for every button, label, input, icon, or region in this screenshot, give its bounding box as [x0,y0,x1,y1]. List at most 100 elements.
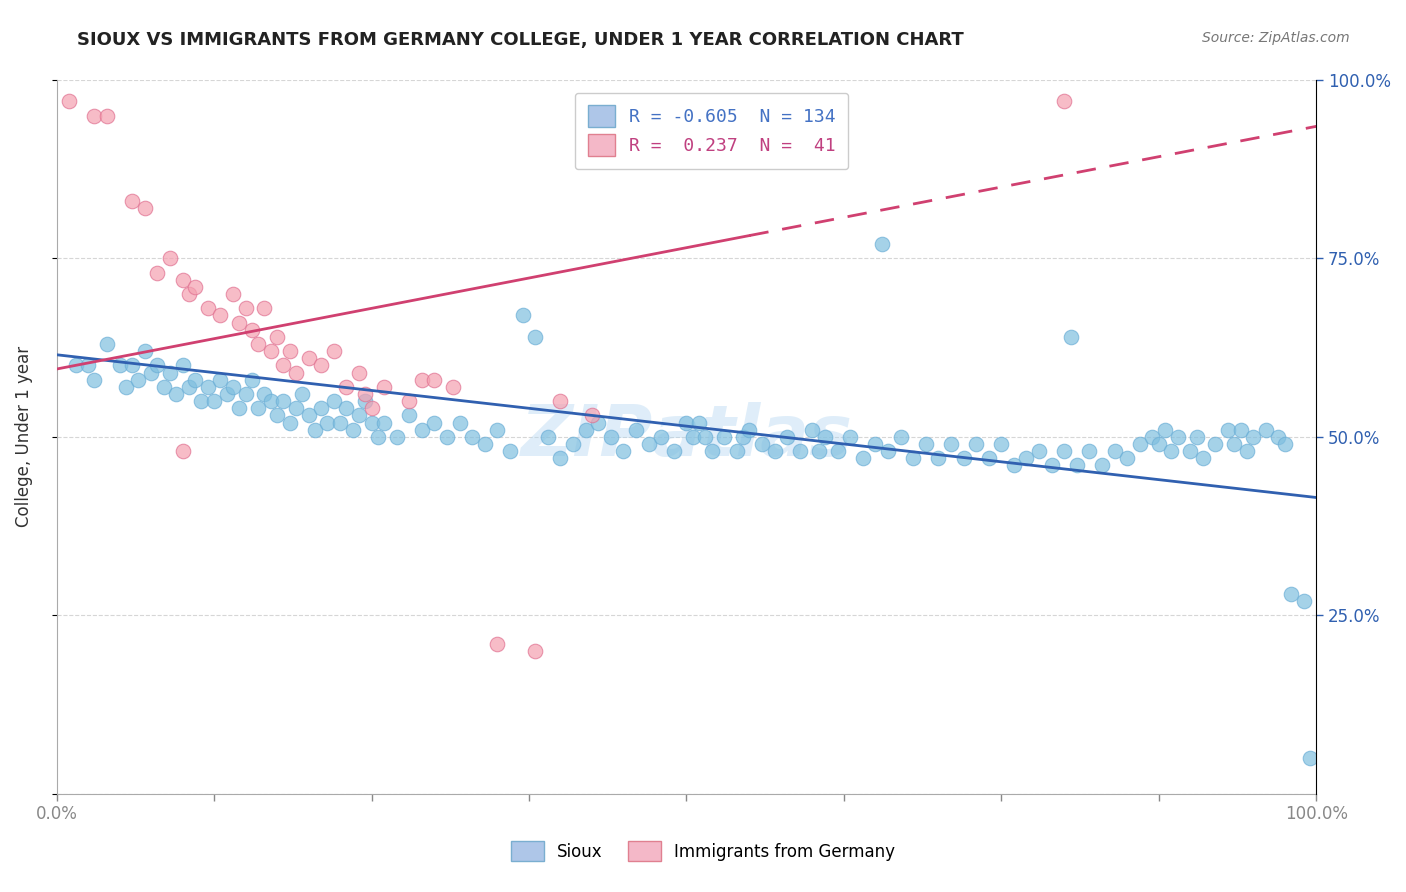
Point [1053,444,1076,458]
Point [1254,423,1277,437]
Point [1229,423,1251,437]
Point [1279,587,1302,601]
Point [486,423,509,437]
Point [865,437,887,451]
Point [284,366,307,380]
Point [335,380,357,394]
Point [177,380,200,394]
Point [1002,458,1025,473]
Point [235,387,257,401]
Point [228,401,250,416]
Point [870,237,893,252]
Point [713,430,735,444]
Point [1116,451,1139,466]
Point [121,194,143,209]
Point [115,380,138,394]
Point [152,380,174,394]
Point [77,359,100,373]
Point [291,387,314,401]
Point [914,437,936,451]
Point [474,437,496,451]
Point [96,337,118,351]
Point [335,401,357,416]
Point [524,330,547,344]
Point [322,344,344,359]
Point [700,444,723,458]
Point [1053,95,1076,109]
Point [550,451,572,466]
Point [342,423,364,437]
Point [537,430,560,444]
Point [1180,444,1202,458]
Point [662,444,685,458]
Point [738,423,761,437]
Point [121,359,143,373]
Point [990,437,1012,451]
Point [1040,458,1063,473]
Point [827,444,849,458]
Point [1185,430,1208,444]
Point [146,359,169,373]
Point [159,252,181,266]
Point [266,330,288,344]
Point [1274,437,1296,451]
Point [266,409,288,423]
Point [58,95,80,109]
Point [952,451,974,466]
Point [1147,437,1170,451]
Point [599,430,621,444]
Point [209,373,232,387]
Point [776,430,799,444]
Point [807,444,830,458]
Point [309,359,332,373]
Point [297,409,319,423]
Point [1078,444,1101,458]
Point [1191,451,1213,466]
Point [184,280,207,294]
Legend: R = -0.605  N = 134, R =  0.237  N =  41: R = -0.605 N = 134, R = 0.237 N = 41 [575,93,848,169]
Point [309,401,332,416]
Point [1216,423,1239,437]
Point [278,416,301,430]
Text: SIOUX VS IMMIGRANTS FROM GERMANY COLLEGE, UNDER 1 YEAR CORRELATION CHART: SIOUX VS IMMIGRANTS FROM GERMANY COLLEGE… [77,31,965,49]
Point [877,444,900,458]
Point [695,430,717,444]
Point [347,366,370,380]
Point [939,437,962,451]
Point [398,409,420,423]
Point [172,359,194,373]
Point [524,644,547,658]
Point [637,437,659,451]
Point [1142,430,1164,444]
Point [512,309,534,323]
Point [354,387,377,401]
Point [411,373,433,387]
Point [222,287,245,301]
Point [165,387,187,401]
Point [411,423,433,437]
Point [441,380,464,394]
Point [240,373,263,387]
Point [725,444,748,458]
Point [1015,451,1038,466]
Point [1223,437,1246,451]
Point [304,423,326,437]
Point [1129,437,1152,451]
Point [316,416,339,430]
Point [423,373,446,387]
Point [96,109,118,123]
Point [235,301,257,316]
Point [1104,444,1126,458]
Point [159,366,181,380]
Point [1204,437,1226,451]
Point [190,394,212,409]
Point [297,351,319,366]
Point [612,444,634,458]
Point [889,430,911,444]
Point [801,423,824,437]
Point [260,394,283,409]
Point [284,401,307,416]
Point [385,430,408,444]
Point [240,323,263,337]
Point [278,344,301,359]
